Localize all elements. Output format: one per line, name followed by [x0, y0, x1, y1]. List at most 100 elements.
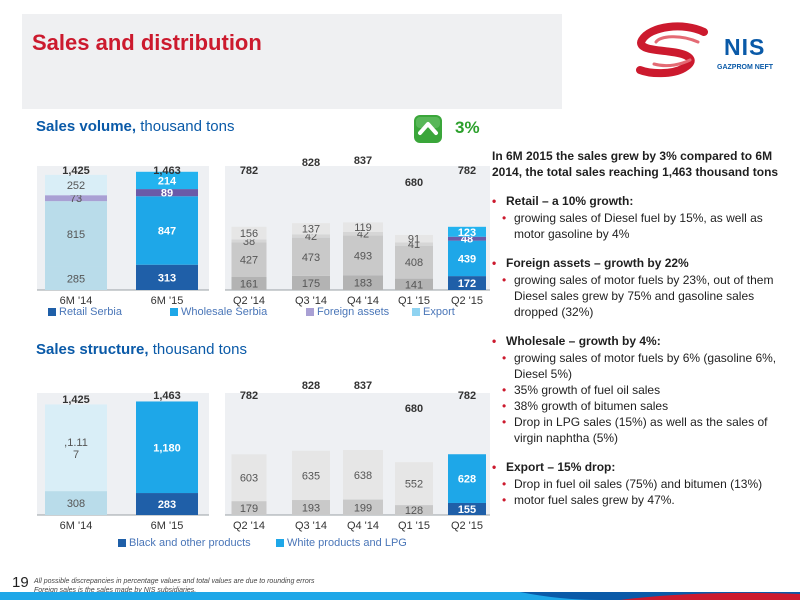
legend-export: Export [412, 306, 455, 318]
x-tick-label: Q4 '14 [347, 295, 379, 307]
x-tick-label: Q2 '14 [233, 520, 265, 532]
sales-structure-title-rest: thousand tons [148, 341, 247, 358]
data-label: 214 [158, 175, 177, 187]
bar-wholesale-serbia-6m-15 [136, 196, 198, 265]
legend-swatch [412, 308, 420, 317]
data-label: 156 [240, 228, 258, 240]
bar-foreign-assets-q2-14 [231, 239, 267, 243]
total-label: 782 [458, 165, 476, 177]
bar-wholesale-serbia-6m-14 [45, 201, 107, 267]
data-label: 603 [240, 473, 258, 485]
summary-item: 35% growth of fuel oil sales [492, 382, 784, 398]
summary-panel: In 6M 2015 the sales grew by 3% compared… [492, 148, 784, 508]
header-band [22, 14, 562, 109]
legend-label: White products and LPG [287, 537, 407, 549]
data-label: 552 [405, 479, 423, 491]
data-label: ,1.11 [64, 437, 88, 449]
nis-swirl-icon [636, 22, 708, 78]
legend-wholesale-serbia: Wholesale Serbia [170, 306, 267, 318]
legend-swatch [276, 539, 284, 548]
bar-wholesale-serbia-q3-14 [292, 237, 330, 276]
bar-white-products-and-lpg-q2-15 [448, 454, 486, 503]
bar-retail-serbia-q2-14 [231, 276, 267, 290]
summary-block-head: Export – 15% drop: [492, 459, 784, 475]
bar-retail-serbia-6m-14 [45, 266, 107, 290]
data-label: 493 [354, 250, 372, 262]
bar-black-and-other-products-q2-15 [448, 502, 486, 515]
legend-swatch [48, 308, 56, 317]
bar-foreign-assets-q4-14 [343, 231, 383, 236]
bar-export-6m-14 [45, 174, 107, 196]
data-label: 128 [405, 505, 423, 517]
data-label: 175 [302, 278, 320, 290]
bar-foreign-assets-q1-15 [395, 242, 433, 246]
summary-item: growing sales of Diesel fuel by 15%, as … [492, 210, 784, 242]
summary-item: growing sales of motor fuels by 23%, out… [492, 272, 784, 320]
data-label: 252 [67, 180, 85, 192]
legend-label: Export [423, 306, 455, 318]
summary-item: Drop in LPG sales (15%) as well as the s… [492, 414, 784, 446]
bar-black-and-other-products-6m-15 [136, 493, 198, 515]
x-tick-label: Q2 '15 [451, 520, 483, 532]
summary-item: 38% growth of bitumen sales [492, 398, 784, 414]
x-tick-label: Q4 '14 [347, 520, 379, 532]
data-label: 7 [73, 449, 79, 461]
bar-wholesale-serbia-q4-14 [343, 235, 383, 276]
bar-retail-serbia-q1-15 [395, 278, 433, 290]
bar-export-q1-15 [395, 234, 433, 243]
data-label: 308 [67, 498, 85, 510]
legend-swatch [118, 539, 126, 548]
summary-block-wholesale: Wholesale – growth by 4%: growing sales … [492, 333, 784, 446]
legend-white-products: White products and LPG [276, 537, 407, 549]
data-label: 193 [302, 503, 320, 515]
bar-wholesale-serbia-q1-15 [395, 245, 433, 279]
data-label: 628 [458, 474, 476, 486]
legend-label: Black and other products [129, 537, 251, 549]
legend-label: Wholesale Serbia [181, 306, 268, 318]
page-number: 19 [12, 574, 29, 591]
data-label: 119 [354, 222, 372, 234]
data-label: 815 [67, 229, 85, 241]
bar-black-and-other-products-6m-14 [45, 491, 107, 515]
total-label: 680 [405, 177, 423, 189]
summary-block-head: Foreign assets – growth by 22% [492, 255, 784, 271]
bar-black-and-other-products-q1-15 [395, 505, 433, 515]
total-label: 1,425 [62, 165, 90, 177]
bar-white-products-and-lpg-q3-14 [292, 450, 330, 501]
total-label: 1,463 [153, 390, 181, 402]
bar-export-6m-15 [136, 171, 198, 190]
x-tick-label: Q3 '14 [295, 520, 327, 532]
sales-volume-title: Sales volume, thousand tons [36, 118, 234, 135]
bar-export-q2-15 [448, 226, 486, 237]
total-label: 828 [302, 157, 320, 169]
logo-name: NIS [724, 34, 766, 60]
summary-lead: In 6M 2015 the sales grew by 3% compared… [492, 149, 779, 179]
bar-retail-serbia-q3-14 [292, 275, 330, 290]
data-label: 638 [354, 470, 372, 482]
data-label: 137 [302, 224, 320, 236]
bar-foreign-assets-6m-15 [136, 189, 198, 197]
bar-retail-serbia-q4-14 [343, 275, 383, 290]
summary-item: growing sales of motor fuels by 6% (gaso… [492, 350, 784, 382]
bar-white-products-and-lpg-q4-14 [343, 450, 383, 500]
data-label: 89 [161, 188, 173, 200]
sales-volume-title-bold: Sales volume, [36, 118, 137, 135]
summary-block-retail: Retail – a 10% growth: growing sales of … [492, 193, 784, 242]
total-label: 680 [405, 403, 423, 415]
data-label: 161 [240, 278, 258, 290]
x-tick-label: 6M '14 [60, 520, 93, 532]
data-label: 155 [458, 504, 476, 516]
bar-white-products-and-lpg-6m-14 [45, 404, 107, 492]
up-arrow-icon [414, 115, 442, 143]
data-label: 285 [67, 273, 85, 285]
legend-swatch [306, 308, 314, 317]
sales-structure-chart: 308 ,1.117 1,425 6M '14 283 1,180 1,463 6M '15 1… [37, 380, 490, 532]
bar-white-products-and-lpg-q1-15 [395, 462, 433, 506]
data-label: 123 [458, 227, 476, 239]
summary-block-head: Wholesale – growth by 4%: [492, 333, 784, 349]
legend-swatch [170, 308, 178, 317]
x-tick-label: Q1 '15 [398, 295, 430, 307]
bar-foreign-assets-q3-14 [292, 234, 330, 238]
bar-export-q3-14 [292, 223, 330, 235]
